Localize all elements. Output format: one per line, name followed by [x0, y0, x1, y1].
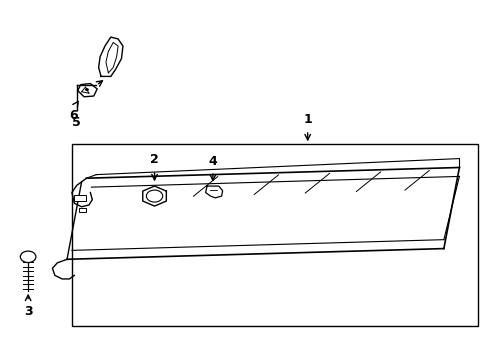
Text: 6: 6: [69, 109, 78, 122]
Text: 4: 4: [208, 155, 217, 168]
Text: 5: 5: [72, 116, 81, 129]
Circle shape: [20, 251, 36, 262]
Bar: [79, 208, 86, 212]
Text: 3: 3: [24, 305, 32, 318]
Text: 1: 1: [303, 113, 311, 126]
Bar: [74, 195, 86, 202]
Circle shape: [85, 89, 88, 91]
Text: 2: 2: [150, 153, 159, 166]
Bar: [72, 144, 477, 327]
Circle shape: [146, 190, 163, 202]
